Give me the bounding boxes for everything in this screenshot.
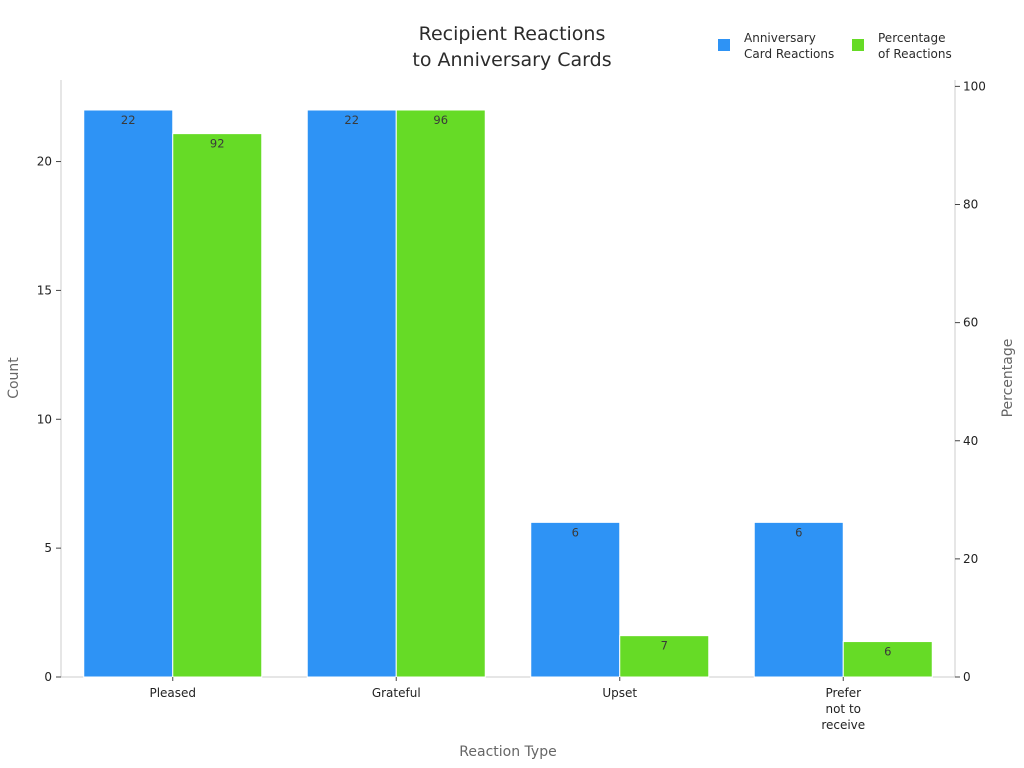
x-tick-label: Upset [602,686,637,700]
right-tick-label: 40 [963,434,978,448]
right-tick-label: 80 [963,198,978,212]
bar-percentage [842,641,933,678]
left-tick-label: 10 [37,412,52,426]
bar-percentage [395,109,486,678]
right-tick-label: 0 [963,670,971,684]
x-tick-label: Pleased [149,686,196,700]
left-tick-label: 15 [37,283,52,297]
bar-count [306,109,397,678]
bar-count-label: 6 [572,525,579,539]
x-axis-title: Reaction Type [459,744,556,760]
bar-percentage-label: 92 [210,137,225,151]
bar-count [83,109,174,678]
y-axis-title: Count [6,357,22,399]
legend-swatch [852,39,864,51]
bar-count-label: 22 [344,113,359,127]
legend-label: Percentage of Reactions [878,31,952,61]
chart-title: Recipient Reactions to Anniversary Cards [412,23,611,71]
bar-count-label: 22 [121,113,136,127]
bar-count [530,521,621,678]
bar-count [753,521,844,678]
y2-axis-title: Percentage [1000,339,1016,418]
right-tick-label: 20 [963,552,978,566]
left-tick-label: 0 [44,670,52,684]
left-tick-label: 20 [37,155,52,169]
bar-percentage [619,635,710,678]
bar-percentage [172,133,263,678]
legend-swatch [718,39,730,51]
left-tick-label: 5 [44,541,52,555]
bar-percentage-label: 6 [884,645,891,659]
legend-label: Anniversary Card Reactions [744,31,834,61]
bar-percentage-label: 7 [661,639,668,653]
bar-percentage-label: 96 [433,113,448,127]
right-tick-label: 60 [963,316,978,330]
x-tick-label: Prefer not to receive [821,686,865,732]
x-tick-label: Grateful [372,686,421,700]
bar-count-label: 6 [795,525,802,539]
right-tick-label: 100 [963,79,986,93]
